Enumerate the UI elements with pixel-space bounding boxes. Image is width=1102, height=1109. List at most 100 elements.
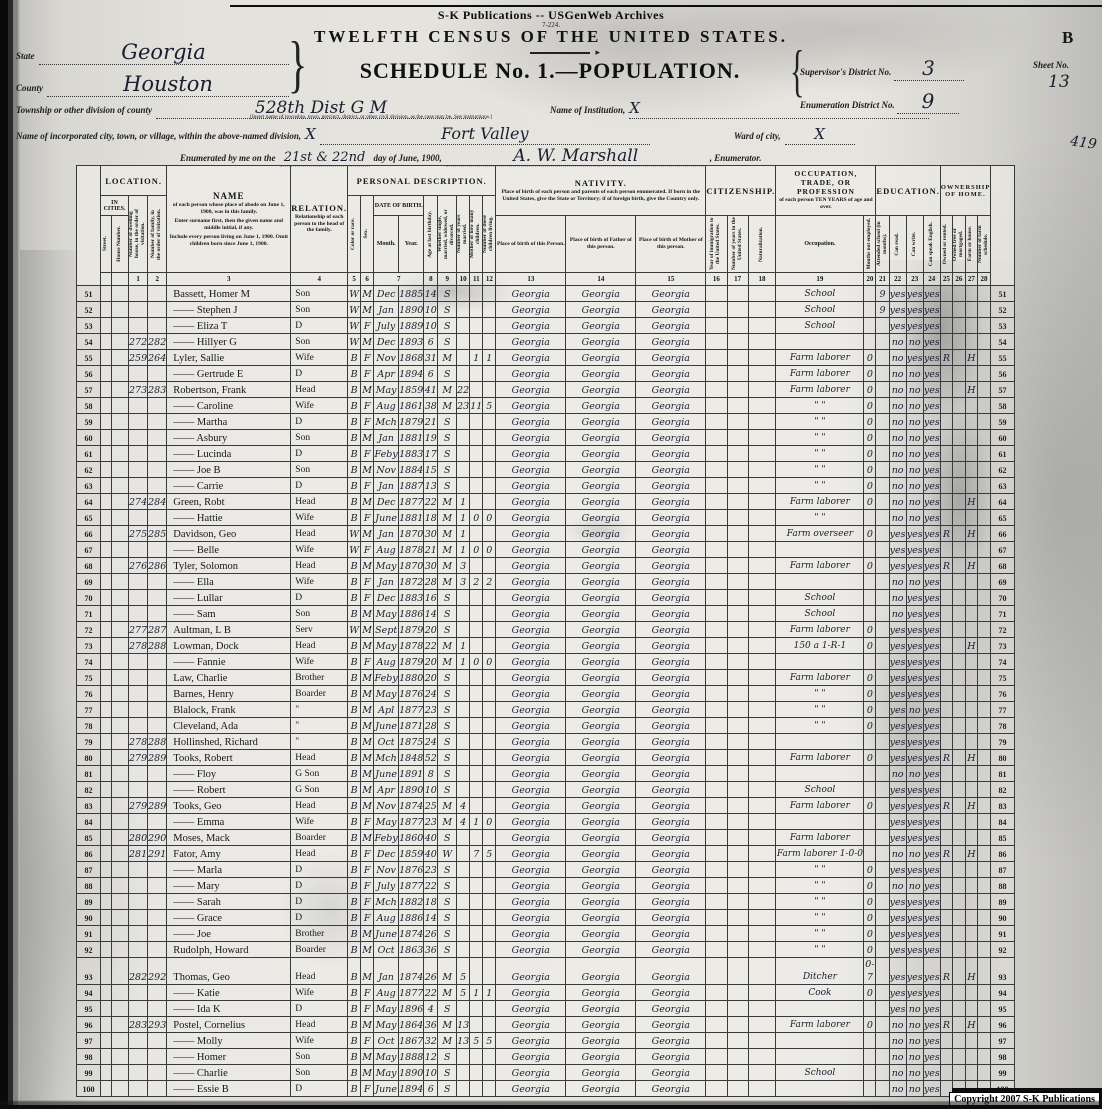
cell-months-not-employed: 0 xyxy=(863,1016,877,1033)
cell-pob-person: Georgia xyxy=(495,925,567,942)
col-can-read: Can read. xyxy=(888,215,907,273)
cell-can-write: yes xyxy=(905,829,924,846)
colno-2: 2 xyxy=(147,272,168,286)
cell-years-in-us xyxy=(726,749,749,766)
cell-farm-schedule xyxy=(976,445,991,462)
cell-street xyxy=(100,397,112,414)
cell-years-in-us xyxy=(726,813,749,830)
cell-marital-status: S xyxy=(437,877,458,894)
cell-farm-schedule xyxy=(976,653,991,670)
cell-immigration-year xyxy=(705,685,728,702)
cell-owned-free-or-mortgaged xyxy=(951,877,966,894)
cell-mother-of-children xyxy=(469,717,484,734)
cell-relation: Head xyxy=(290,1016,349,1033)
cell-can-write: no xyxy=(905,765,924,782)
cell-sex: M xyxy=(360,797,375,814)
cell-marital-status: S xyxy=(437,1080,458,1097)
cell-farm-schedule xyxy=(976,365,991,382)
cell-color: B xyxy=(347,925,362,942)
cell-occupation: " " xyxy=(775,413,865,430)
cell-name: Barnes, Henry xyxy=(166,685,292,702)
col-group-occupation: OCCUPATION, TRADE, OR PROFESSION of each… xyxy=(775,165,877,216)
cell-street xyxy=(100,573,112,590)
cell-line-number: 79 xyxy=(76,733,101,750)
cell-name: —— Eliza T xyxy=(166,317,292,334)
cell-street xyxy=(100,461,112,478)
cell-years-in-us xyxy=(726,925,749,942)
cell-pob-person: Georgia xyxy=(495,509,567,526)
cell-pob-person: Georgia xyxy=(495,605,567,622)
cell-pob-person: Georgia xyxy=(495,1080,567,1097)
cell-immigration-year xyxy=(705,493,728,510)
cell-attended-school xyxy=(875,317,890,334)
cell-can-read: yes xyxy=(888,829,907,846)
cell-owned-free-or-mortgaged xyxy=(951,285,966,302)
census-row: 90 —— Grace D B F Aug 1886 14 S Georgia Georgia Geo… xyxy=(76,909,1015,926)
cell-dwelling-number: 282 xyxy=(127,957,149,985)
cell-immigration-year xyxy=(705,669,728,686)
cell-house-number xyxy=(111,829,129,846)
cell-marital-status: S xyxy=(437,765,458,782)
cell-attended-school xyxy=(875,733,890,750)
cell-immigration-year xyxy=(705,957,728,985)
cell-owned-free-or-mortgaged xyxy=(951,365,966,382)
cell-immigration-year xyxy=(705,525,728,542)
cell-line-number: 61 xyxy=(76,445,101,462)
cell-marital-status: M xyxy=(437,813,458,830)
cell-pob-person: Georgia xyxy=(495,1032,567,1049)
cell-naturalization xyxy=(747,301,777,318)
cell-years-married xyxy=(456,589,471,606)
cell-years-married xyxy=(456,685,471,702)
cell-attended-school xyxy=(875,589,890,606)
cell-children-living xyxy=(482,829,497,846)
cell-birth-month: Dec xyxy=(373,285,400,302)
cell-line-number: 89 xyxy=(76,893,101,910)
cell-age: 40 xyxy=(423,845,439,862)
cell-can-read: yes xyxy=(888,861,907,878)
cell-dwelling-number xyxy=(127,573,149,590)
cell-name: Tooks, Robert xyxy=(166,749,292,766)
cell-children-living xyxy=(482,941,497,958)
cell-age: 6 xyxy=(423,365,439,382)
cell-attended-school xyxy=(875,669,890,686)
cell-owned-or-rented: R xyxy=(939,1016,953,1033)
cell-can-read: yes xyxy=(888,749,907,766)
cell-line-number-right: 70 xyxy=(989,589,1015,606)
cell-owned-or-rented xyxy=(939,637,953,654)
cell-color: B xyxy=(347,1048,362,1065)
cell-can-write: yes xyxy=(905,957,924,985)
cell-farm-or-house xyxy=(964,397,978,414)
cell-age: 19 xyxy=(423,429,439,446)
cell-birth-month: May xyxy=(373,637,400,654)
cell-owned-free-or-mortgaged xyxy=(951,525,966,542)
census-row: 70 —— Lullar D B F Dec 1883 16 S Georgia Georgia Ge… xyxy=(76,589,1015,606)
cell-can-write: yes xyxy=(905,349,924,366)
cell-pob-father: Georgia xyxy=(565,1000,637,1017)
cell-immigration-year xyxy=(705,1016,728,1033)
cell-pob-mother: Georgia xyxy=(635,509,707,526)
colno-10: 10 xyxy=(456,272,471,286)
cell-birth-year: 1870 xyxy=(398,525,425,542)
cell-farm-or-house xyxy=(964,461,978,478)
cell-age: 26 xyxy=(423,925,439,942)
cell-street xyxy=(100,525,112,542)
cell-pob-person: Georgia xyxy=(495,365,567,382)
cell-dwelling-number xyxy=(127,653,149,670)
cell-pob-mother: Georgia xyxy=(635,669,707,686)
col-street: Street. xyxy=(100,215,112,273)
cell-relation: Wife xyxy=(290,541,349,558)
title-flourish xyxy=(530,47,600,58)
cell-birth-month: Jan xyxy=(373,573,400,590)
cell-owned-free-or-mortgaged xyxy=(951,701,966,718)
cell-age: 8 xyxy=(423,765,439,782)
cell-family-number xyxy=(147,925,168,942)
cell-owned-free-or-mortgaged xyxy=(951,381,966,398)
cell-can-write: yes xyxy=(905,557,924,574)
cell-dwelling-number xyxy=(127,909,149,926)
cell-owned-free-or-mortgaged xyxy=(951,669,966,686)
cell-line-number-right: 63 xyxy=(989,477,1015,494)
cell-months-not-employed: 0 xyxy=(863,861,877,878)
cell-street xyxy=(100,733,112,750)
cell-immigration-year xyxy=(705,984,728,1001)
cell-sex: M xyxy=(360,381,375,398)
